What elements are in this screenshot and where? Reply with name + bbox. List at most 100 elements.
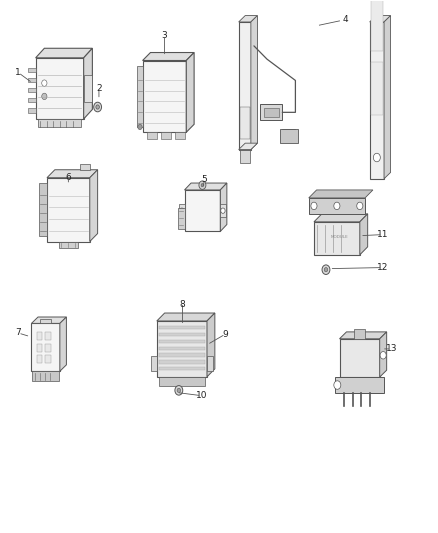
Text: 10: 10 bbox=[196, 391, 207, 400]
Bar bbox=[28, 68, 35, 72]
Polygon shape bbox=[384, 15, 391, 179]
Polygon shape bbox=[239, 143, 258, 150]
Bar bbox=[39, 183, 47, 236]
Circle shape bbox=[96, 105, 99, 109]
Polygon shape bbox=[159, 333, 205, 336]
Polygon shape bbox=[159, 346, 205, 350]
Polygon shape bbox=[84, 49, 92, 119]
Polygon shape bbox=[159, 360, 205, 364]
Text: 6: 6 bbox=[66, 173, 71, 182]
Bar bbox=[335, 377, 384, 393]
Polygon shape bbox=[157, 313, 215, 321]
Circle shape bbox=[94, 102, 102, 112]
Circle shape bbox=[42, 80, 47, 86]
Text: 9: 9 bbox=[223, 329, 229, 338]
Polygon shape bbox=[360, 214, 367, 255]
Polygon shape bbox=[309, 190, 373, 198]
Polygon shape bbox=[47, 169, 98, 177]
Polygon shape bbox=[370, 15, 391, 22]
Polygon shape bbox=[143, 53, 194, 61]
Text: 8: 8 bbox=[179, 300, 185, 309]
Bar bbox=[240, 150, 250, 163]
Polygon shape bbox=[239, 15, 258, 22]
Bar bbox=[37, 356, 42, 364]
Bar bbox=[220, 204, 226, 217]
Bar bbox=[264, 108, 279, 117]
Polygon shape bbox=[314, 214, 367, 222]
Text: 12: 12 bbox=[377, 263, 389, 272]
Text: MODULE: MODULE bbox=[330, 235, 348, 239]
Bar bbox=[38, 119, 81, 127]
Bar bbox=[35, 58, 84, 119]
Bar bbox=[354, 329, 365, 339]
Polygon shape bbox=[32, 317, 67, 324]
Circle shape bbox=[334, 202, 340, 209]
Text: 7: 7 bbox=[15, 328, 21, 337]
Bar bbox=[46, 356, 51, 364]
Bar bbox=[37, 332, 42, 340]
Bar bbox=[47, 177, 90, 241]
Circle shape bbox=[334, 381, 341, 389]
Bar bbox=[32, 324, 60, 371]
Bar bbox=[371, 0, 383, 51]
Bar bbox=[370, 22, 384, 179]
Bar bbox=[32, 371, 59, 381]
Circle shape bbox=[180, 208, 184, 213]
Polygon shape bbox=[90, 169, 98, 241]
Bar bbox=[339, 339, 380, 377]
Bar bbox=[184, 190, 220, 231]
Bar bbox=[46, 344, 51, 352]
Polygon shape bbox=[251, 15, 258, 150]
Bar bbox=[207, 356, 213, 372]
Polygon shape bbox=[159, 326, 205, 329]
Circle shape bbox=[175, 385, 183, 395]
Circle shape bbox=[371, 69, 382, 82]
Bar bbox=[240, 107, 250, 139]
Bar bbox=[40, 319, 51, 324]
Bar bbox=[84, 75, 92, 102]
Bar bbox=[371, 62, 383, 115]
Bar bbox=[28, 88, 35, 92]
Bar bbox=[175, 132, 184, 139]
Bar bbox=[177, 208, 184, 229]
Polygon shape bbox=[60, 317, 67, 371]
Bar bbox=[280, 130, 297, 143]
Circle shape bbox=[311, 202, 317, 209]
Bar bbox=[28, 78, 35, 82]
Bar bbox=[314, 222, 360, 255]
Polygon shape bbox=[186, 53, 194, 132]
Bar bbox=[151, 356, 157, 372]
Text: 5: 5 bbox=[201, 175, 207, 184]
Polygon shape bbox=[184, 183, 227, 190]
Circle shape bbox=[138, 124, 142, 130]
Text: 4: 4 bbox=[343, 15, 349, 24]
Text: 2: 2 bbox=[96, 84, 102, 93]
Circle shape bbox=[177, 388, 180, 392]
Bar bbox=[159, 377, 205, 386]
Circle shape bbox=[221, 208, 225, 213]
Polygon shape bbox=[339, 332, 387, 339]
Polygon shape bbox=[220, 183, 227, 231]
Circle shape bbox=[357, 202, 363, 209]
Bar bbox=[147, 132, 156, 139]
Circle shape bbox=[201, 183, 204, 187]
Polygon shape bbox=[207, 313, 215, 377]
Bar bbox=[157, 321, 207, 377]
Bar bbox=[239, 22, 251, 150]
Circle shape bbox=[380, 352, 386, 359]
Circle shape bbox=[373, 154, 380, 162]
Polygon shape bbox=[159, 367, 205, 370]
Bar bbox=[309, 198, 365, 214]
Circle shape bbox=[42, 93, 47, 100]
Bar bbox=[261, 104, 283, 120]
Bar bbox=[28, 98, 35, 102]
Bar bbox=[138, 66, 143, 127]
Circle shape bbox=[324, 268, 328, 272]
Bar bbox=[179, 204, 184, 217]
Polygon shape bbox=[380, 332, 387, 377]
Bar bbox=[143, 61, 186, 132]
Bar bbox=[59, 241, 78, 248]
Polygon shape bbox=[35, 49, 92, 58]
Bar bbox=[46, 332, 51, 340]
Bar bbox=[37, 344, 42, 352]
